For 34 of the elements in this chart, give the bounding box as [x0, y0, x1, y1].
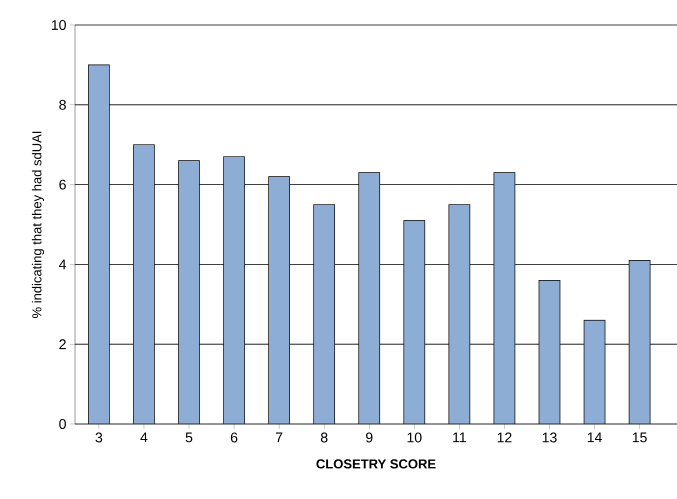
bar	[223, 156, 245, 424]
x-tick-label: 5	[186, 432, 192, 442]
x-tick-label: 3	[96, 432, 102, 442]
bar	[133, 144, 155, 424]
bar	[268, 176, 290, 424]
x-tick-label: 4	[140, 432, 148, 442]
y-axis-title: % indicating that they had sdUAI	[32, 132, 44, 318]
bar	[178, 160, 200, 424]
x-tick-label: 13	[542, 432, 557, 442]
bar	[313, 204, 336, 424]
x-tick-label: 14	[588, 432, 602, 442]
x-tick-label: 7	[276, 432, 282, 442]
bar	[494, 172, 516, 424]
bar	[584, 320, 606, 424]
bar	[448, 204, 470, 424]
x-tick-label: 8	[320, 432, 328, 442]
y-tick-label: 4	[58, 260, 66, 270]
y-tick-label: 0	[59, 419, 66, 429]
x-axis-title: CLOSETRY SCORE	[316, 459, 436, 469]
bar	[88, 64, 110, 424]
x-tick-label: 10	[408, 432, 422, 442]
y-tick-label: 10	[52, 20, 66, 30]
y-tick-label: 2	[59, 339, 66, 350]
x-tick-label: 11	[453, 432, 466, 442]
y-tick-label: 6	[59, 180, 66, 190]
x-tick-label: 9	[366, 432, 372, 442]
bar	[538, 280, 560, 424]
x-tick-label: 6	[230, 432, 238, 442]
x-tick-label: 12	[498, 432, 512, 442]
bar	[403, 220, 426, 424]
bar	[628, 260, 650, 424]
y-tick-label: 8	[59, 100, 66, 110]
x-tick-label: 15	[632, 432, 647, 442]
bar	[358, 172, 380, 424]
